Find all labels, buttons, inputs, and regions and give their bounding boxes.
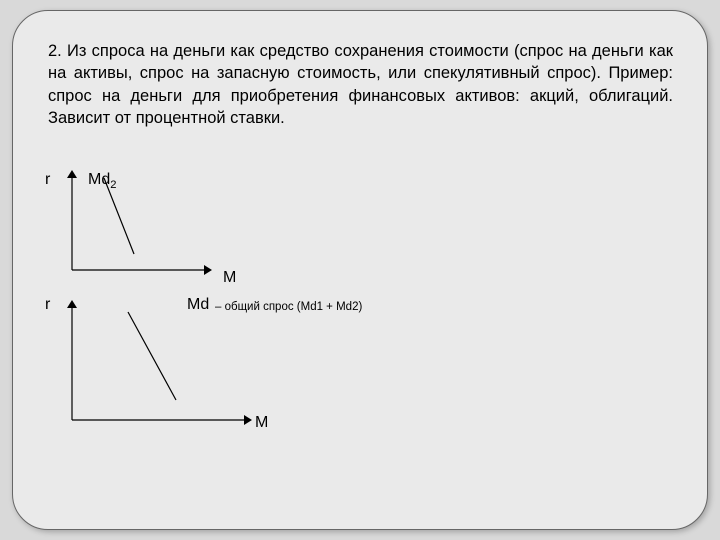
body-paragraph: 2. Из спроса на деньги как средство сохр… bbox=[48, 40, 673, 129]
chart2-axes bbox=[58, 300, 268, 430]
chart1-axes bbox=[58, 170, 228, 280]
chart1-y-label: r bbox=[45, 171, 50, 189]
chart2-y-label: r bbox=[45, 296, 50, 314]
